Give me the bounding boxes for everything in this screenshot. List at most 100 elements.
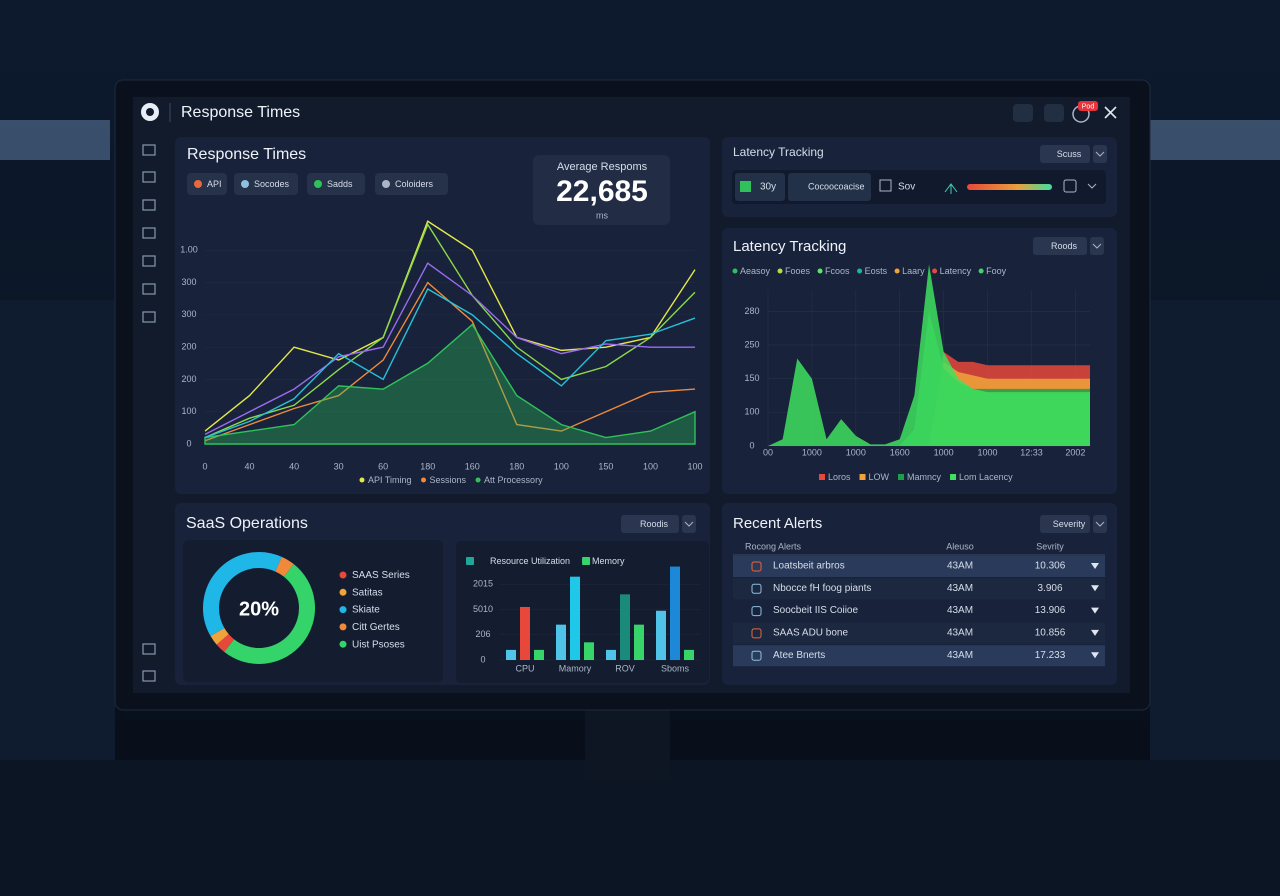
alert-row[interactable] — [733, 645, 1105, 667]
dropdown[interactable] — [1090, 237, 1104, 255]
alert-cell: SAAS ADU bone — [773, 628, 848, 639]
dropdown[interactable] — [682, 515, 696, 533]
status-chip[interactable] — [735, 173, 785, 201]
bar — [670, 566, 680, 660]
legend-dot — [857, 268, 863, 274]
button[interactable] — [1040, 145, 1090, 163]
bar — [534, 649, 544, 660]
row-toggle[interactable] — [1091, 652, 1099, 659]
legend-label: Lom Lacency — [959, 472, 1013, 482]
legend-dot — [777, 268, 783, 274]
x-tick-label: 180 — [420, 461, 435, 471]
x-tick-label: 1000 — [802, 447, 822, 457]
bar — [606, 649, 616, 660]
chevron — [1087, 183, 1097, 189]
legend-label: Memory — [592, 556, 625, 566]
nav-icon[interactable] — [142, 144, 156, 156]
nav-icon[interactable] — [142, 227, 156, 239]
tab[interactable] — [187, 173, 227, 195]
legend-label: Satitas — [352, 587, 383, 598]
nav-icon[interactable] — [142, 311, 156, 323]
legend-dot — [339, 623, 347, 631]
legend-label: Latency — [940, 266, 972, 276]
alert-row[interactable] — [733, 578, 1105, 600]
x-tick-label: 40 — [289, 461, 299, 471]
bar — [570, 576, 580, 660]
row-toggle[interactable] — [1091, 563, 1099, 569]
tab[interactable] — [307, 173, 365, 195]
row-toggle[interactable] — [1091, 607, 1099, 614]
alert-cell: 43AM — [947, 583, 973, 594]
desk — [0, 760, 1280, 896]
status-item: Sov — [898, 182, 915, 193]
donut-segment — [210, 627, 229, 645]
button[interactable] — [1040, 515, 1090, 533]
status-item: 30y — [760, 182, 776, 193]
legend-dot — [421, 477, 427, 483]
alert-cell: Atee Bnerts — [773, 650, 825, 661]
legend-label: API Timing — [368, 475, 412, 485]
dropdown[interactable] — [1093, 145, 1107, 163]
y-tick-label: 100 — [744, 407, 759, 417]
tab-label: Coloiders — [395, 179, 434, 189]
y-tick-label: 300 — [181, 277, 196, 287]
legend-label: Loros — [828, 472, 851, 482]
alert-row[interactable] — [733, 556, 1105, 577]
donut-segment — [203, 552, 282, 636]
bar — [634, 624, 644, 660]
nav-icon[interactable] — [142, 199, 156, 211]
badge-text: Pod — [1082, 103, 1095, 110]
nav-icon[interactable] — [142, 255, 156, 267]
alert-row[interactable] — [733, 600, 1105, 622]
button[interactable] — [1033, 237, 1087, 255]
x-tick-label: 1000 — [934, 447, 954, 457]
bar — [520, 606, 530, 660]
row-toggle[interactable] — [1091, 629, 1099, 636]
legend-dot — [339, 640, 347, 648]
badge — [1078, 101, 1098, 111]
alert-row[interactable] — [733, 622, 1105, 644]
status-chip[interactable] — [788, 173, 871, 201]
nav-icon[interactable] — [142, 670, 156, 682]
alert-icon — [751, 561, 762, 572]
legend-dot — [978, 268, 984, 274]
refresh-button[interactable] — [1013, 104, 1033, 122]
tab[interactable] — [375, 173, 448, 195]
x-tick-label: 1000 — [978, 447, 998, 457]
x-tick-label: 30 — [334, 461, 344, 471]
chevron — [1095, 151, 1105, 157]
donut-center: 20% — [239, 598, 279, 620]
legend-label: Laary — [902, 266, 925, 276]
export-button[interactable] — [1044, 104, 1064, 122]
nav-icon[interactable] — [142, 283, 156, 295]
tab[interactable] — [234, 173, 298, 195]
x-tick-label: 60 — [378, 461, 388, 471]
stat-card — [533, 155, 670, 225]
nav-icon[interactable] — [142, 643, 156, 655]
legend-label: Fooes — [785, 266, 811, 276]
x-tick-label: ROV — [615, 663, 635, 673]
alert-cell: 17.233 — [1035, 650, 1066, 661]
alert-cell: 43AM — [947, 561, 973, 572]
row-toggle[interactable] — [1091, 585, 1099, 592]
area — [768, 264, 1090, 446]
legend-label: SAAS Series — [352, 570, 410, 581]
button-label: Roods — [1051, 241, 1078, 251]
chevron — [1095, 521, 1105, 527]
alert-cell: 10.306 — [1035, 561, 1066, 572]
button[interactable] — [621, 515, 679, 533]
close-button[interactable] — [1104, 106, 1117, 119]
donut-segment — [216, 634, 235, 652]
nav-icon[interactable] — [142, 171, 156, 183]
legend-dot — [339, 588, 347, 596]
y-tick-label: 100 — [181, 406, 196, 416]
dropdown[interactable] — [1093, 515, 1107, 533]
area — [204, 323, 696, 445]
trend-icon — [944, 183, 958, 194]
y-tick-label: 150 — [744, 373, 759, 383]
legend-swatch — [859, 474, 866, 480]
legend-swatch — [898, 474, 905, 480]
alert-icon — [751, 583, 762, 594]
panel-title: Recent Alerts — [733, 515, 822, 532]
